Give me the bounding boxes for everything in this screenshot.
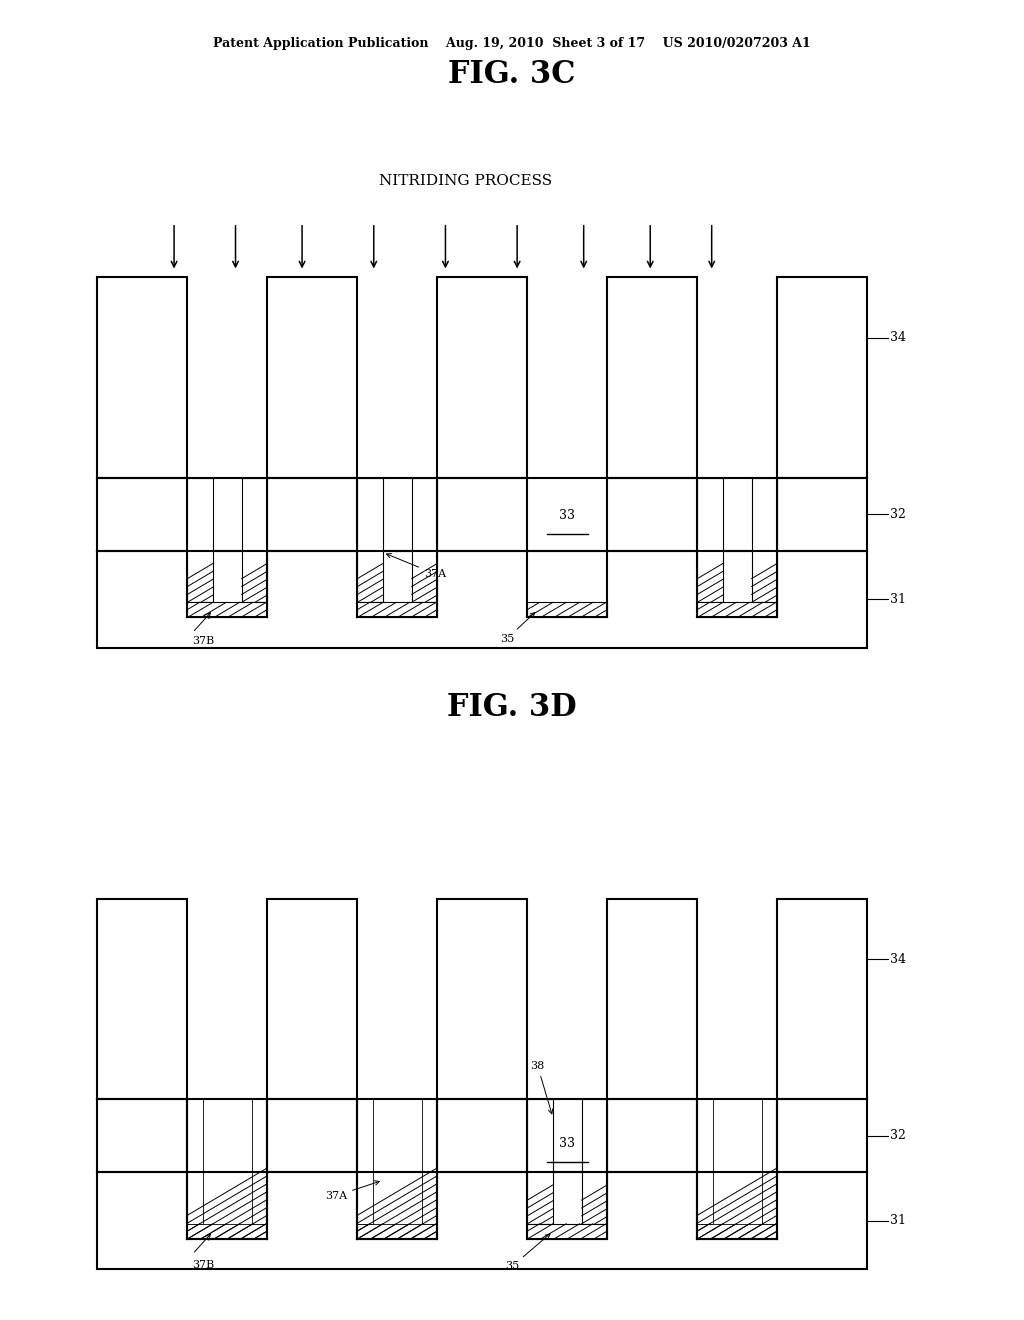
Bar: [437, 899, 527, 1100]
Bar: [422, 1100, 437, 1224]
Bar: [187, 1100, 267, 1239]
Text: 33: 33: [559, 510, 575, 523]
Bar: [697, 478, 723, 602]
Text: 31: 31: [890, 1214, 906, 1228]
Text: Patent Application Publication    Aug. 19, 2010  Sheet 3 of 17    US 2010/020720: Patent Application Publication Aug. 19, …: [213, 37, 811, 50]
Bar: [357, 1100, 373, 1224]
Bar: [697, 602, 777, 618]
Bar: [697, 1100, 777, 1239]
Text: 37B: 37B: [193, 1261, 215, 1270]
Bar: [697, 1100, 713, 1224]
Text: FIG. 3D: FIG. 3D: [447, 693, 577, 723]
Bar: [607, 899, 697, 1100]
Bar: [97, 899, 187, 1100]
Text: FIG. 3C: FIG. 3C: [449, 59, 575, 90]
Bar: [267, 277, 357, 478]
Text: 35: 35: [500, 612, 535, 644]
Bar: [357, 1100, 437, 1239]
Bar: [527, 1100, 553, 1224]
Bar: [267, 899, 357, 1100]
Bar: [437, 277, 527, 478]
Text: 37B: 37B: [193, 636, 215, 645]
Text: 37A: 37A: [325, 1180, 379, 1201]
Text: 32: 32: [890, 508, 906, 521]
Text: 31: 31: [890, 593, 906, 606]
Bar: [357, 602, 437, 618]
Bar: [582, 1100, 607, 1224]
Bar: [187, 1100, 203, 1224]
Bar: [187, 478, 213, 602]
Bar: [777, 277, 867, 478]
Bar: [252, 1100, 267, 1224]
Text: 34: 34: [890, 953, 906, 965]
Text: NITRIDING PROCESS: NITRIDING PROCESS: [379, 174, 553, 189]
Text: 37A: 37A: [386, 553, 446, 578]
Bar: [697, 1224, 777, 1239]
Bar: [762, 1100, 777, 1224]
Bar: [97, 550, 867, 648]
Bar: [527, 602, 607, 618]
Bar: [412, 478, 437, 602]
Bar: [527, 1224, 607, 1239]
Text: 38: 38: [530, 1061, 553, 1114]
Text: 33: 33: [559, 1137, 575, 1150]
Bar: [777, 899, 867, 1100]
Bar: [357, 1224, 437, 1239]
Bar: [357, 478, 383, 602]
Bar: [242, 478, 267, 602]
Text: 32: 32: [890, 1129, 906, 1142]
Text: 34: 34: [890, 331, 906, 345]
Text: 35: 35: [505, 1234, 550, 1271]
Bar: [97, 1172, 867, 1270]
Bar: [97, 277, 187, 478]
Bar: [752, 478, 777, 602]
Bar: [607, 277, 697, 478]
Bar: [187, 602, 267, 618]
Bar: [187, 1224, 267, 1239]
